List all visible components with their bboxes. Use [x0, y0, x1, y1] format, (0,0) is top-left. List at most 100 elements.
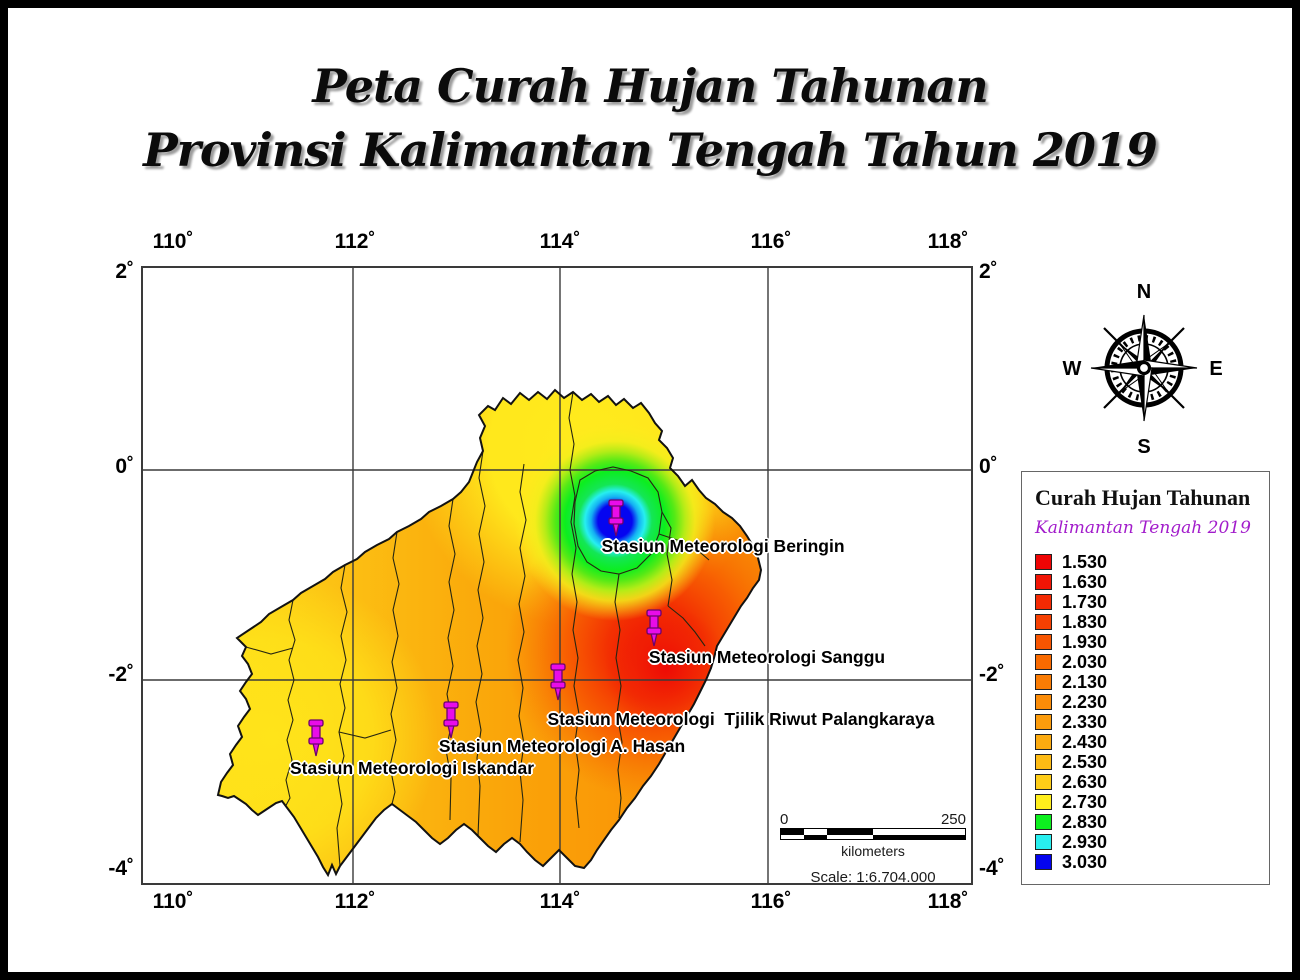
legend-color-swatch — [1035, 854, 1052, 870]
legend-value: 2.530 — [1062, 751, 1108, 772]
legend-value: 2.030 — [1062, 651, 1108, 672]
legend-color-swatch — [1035, 714, 1052, 730]
lon-tick-bottom: 112˚ — [334, 890, 376, 913]
map-canvas — [143, 268, 971, 883]
lon-tick-bottom: 116˚ — [750, 890, 792, 913]
legend-color-swatch — [1035, 814, 1052, 830]
scale-bar-graphic — [780, 828, 966, 840]
legend-color-swatch — [1035, 754, 1052, 770]
legend-row: 2.930 — [1035, 832, 1269, 852]
lat-tick-right: -4˚ — [979, 857, 1005, 880]
station-pin-icon — [608, 499, 624, 537]
station-label: Stasiun Meteorologi A. Hasan — [438, 736, 686, 756]
legend-row: 2.830 — [1035, 812, 1269, 832]
lon-tick-bottom: 118˚ — [927, 890, 969, 913]
lon-tick-top: 112˚ — [334, 230, 376, 253]
legend-row: 1.530 — [1035, 552, 1269, 572]
legend-value: 1.630 — [1062, 571, 1108, 592]
station-pin-icon — [550, 663, 566, 701]
lon-tick-top: 116˚ — [750, 230, 792, 253]
station-pin-icon — [308, 719, 324, 757]
lat-tick-right: -2˚ — [979, 663, 1005, 686]
lon-tick-bottom: 114˚ — [539, 890, 581, 913]
lon-tick-top: 118˚ — [927, 230, 969, 253]
scale-unit-label: kilometers — [841, 843, 905, 859]
legend-color-swatch — [1035, 614, 1052, 630]
legend-value: 3.030 — [1062, 851, 1108, 872]
compass-north-label: N — [1137, 281, 1151, 303]
lon-tick-top: 114˚ — [539, 230, 581, 253]
compass-rose: N S W E — [1063, 281, 1223, 458]
legend-row: 1.630 — [1035, 572, 1269, 592]
legend-value: 2.130 — [1062, 671, 1108, 692]
legend-color-swatch — [1035, 574, 1052, 590]
district-boundaries — [245, 391, 710, 867]
legend-color-swatch — [1035, 674, 1052, 690]
legend-color-swatch — [1035, 594, 1052, 610]
legend-title: Curah Hujan Tahunan — [1035, 485, 1251, 510]
legend-color-swatch — [1035, 554, 1052, 570]
lon-tick-bottom: 110˚ — [152, 890, 194, 913]
title-line-1: Peta Curah Hujan Tahunan — [312, 59, 988, 113]
legend-value: 2.730 — [1062, 791, 1108, 812]
legend-row: 2.530 — [1035, 752, 1269, 772]
legend-row: 2.630 — [1035, 772, 1269, 792]
legend-color-swatch — [1035, 774, 1052, 790]
legend-row: 2.730 — [1035, 792, 1269, 812]
legend-row: 1.730 — [1035, 592, 1269, 612]
scale-ratio-label: Scale: 1:6.704.000 — [810, 869, 936, 886]
page-title: Peta Curah Hujan Tahunan Provinsi Kalima… — [8, 54, 1292, 182]
legend-color-swatch — [1035, 654, 1052, 670]
station-pin-icon — [443, 701, 459, 739]
legend-row: 2.330 — [1035, 712, 1269, 732]
legend-row: 1.930 — [1035, 632, 1269, 652]
legend-value: 1.830 — [1062, 611, 1108, 632]
station-label: Stasiun Meteorologi Beringin — [601, 536, 845, 556]
rainfall-surface — [218, 390, 761, 875]
legend-color-swatch — [1035, 694, 1052, 710]
legend-row: 2.230 — [1035, 692, 1269, 712]
legend-value: 2.230 — [1062, 691, 1108, 712]
compass-east-label: E — [1209, 358, 1222, 380]
scale-start-label: 0 — [780, 811, 789, 828]
station-label: Stasiun Meteorologi Sanggu — [648, 647, 886, 667]
title-line-2: Provinsi Kalimantan Tengah Tahun 2019 — [143, 123, 1158, 177]
legend-box: Curah Hujan Tahunan Kalimantan Tengah 20… — [1021, 471, 1270, 885]
scale-end-label: 250 — [940, 811, 966, 828]
legend-color-swatch — [1035, 634, 1052, 650]
lat-tick-left: -2˚ — [108, 663, 134, 686]
legend-row: 2.430 — [1035, 732, 1269, 752]
legend-value: 1.930 — [1062, 631, 1108, 652]
station-pin-icon — [646, 609, 662, 647]
lon-tick-top: 110˚ — [152, 230, 194, 253]
legend-value: 2.930 — [1062, 831, 1108, 852]
lat-tick-left: 2˚ — [115, 260, 134, 283]
station-label: Stasiun Meteorologi Tjilik Riwut Palangk… — [547, 709, 935, 729]
legend-row: 3.030 — [1035, 852, 1269, 872]
lat-tick-right: 2˚ — [979, 260, 998, 283]
station-label: Stasiun Meteorologi Iskandar — [289, 758, 535, 778]
legend-value: 2.830 — [1062, 811, 1108, 832]
legend-color-swatch — [1035, 834, 1052, 850]
legend-subtitle: Kalimantan Tengah 2019 — [1035, 518, 1251, 538]
legend-items: 1.530 1.630 1.730 1.830 1.930 2.030 2.130 2.230… — [1035, 552, 1269, 872]
legend-value: 1.530 — [1062, 551, 1108, 572]
legend-row: 2.130 — [1035, 672, 1269, 692]
legend-value: 2.330 — [1062, 711, 1108, 732]
compass-south-label: S — [1137, 436, 1150, 458]
legend-value: 1.730 — [1062, 591, 1108, 612]
legend-color-swatch — [1035, 794, 1052, 810]
map-frame: Stasiun Meteorologi Beringin Stasiun Mete… — [141, 266, 973, 886]
legend-row: 1.830 — [1035, 612, 1269, 632]
legend-color-swatch — [1035, 734, 1052, 750]
legend-value: 2.630 — [1062, 771, 1108, 792]
scale-bar: 0 250 kilometers Scale: 1:6.704.000 — [780, 812, 966, 886]
legend-row: 2.030 — [1035, 652, 1269, 672]
lat-tick-left: 0˚ — [115, 455, 134, 478]
lat-tick-right: 0˚ — [979, 455, 998, 478]
legend-value: 2.430 — [1062, 731, 1108, 752]
compass-west-label: W — [1063, 358, 1082, 380]
lat-tick-left: -4˚ — [108, 857, 134, 880]
compass-main-points — [1090, 314, 1198, 422]
